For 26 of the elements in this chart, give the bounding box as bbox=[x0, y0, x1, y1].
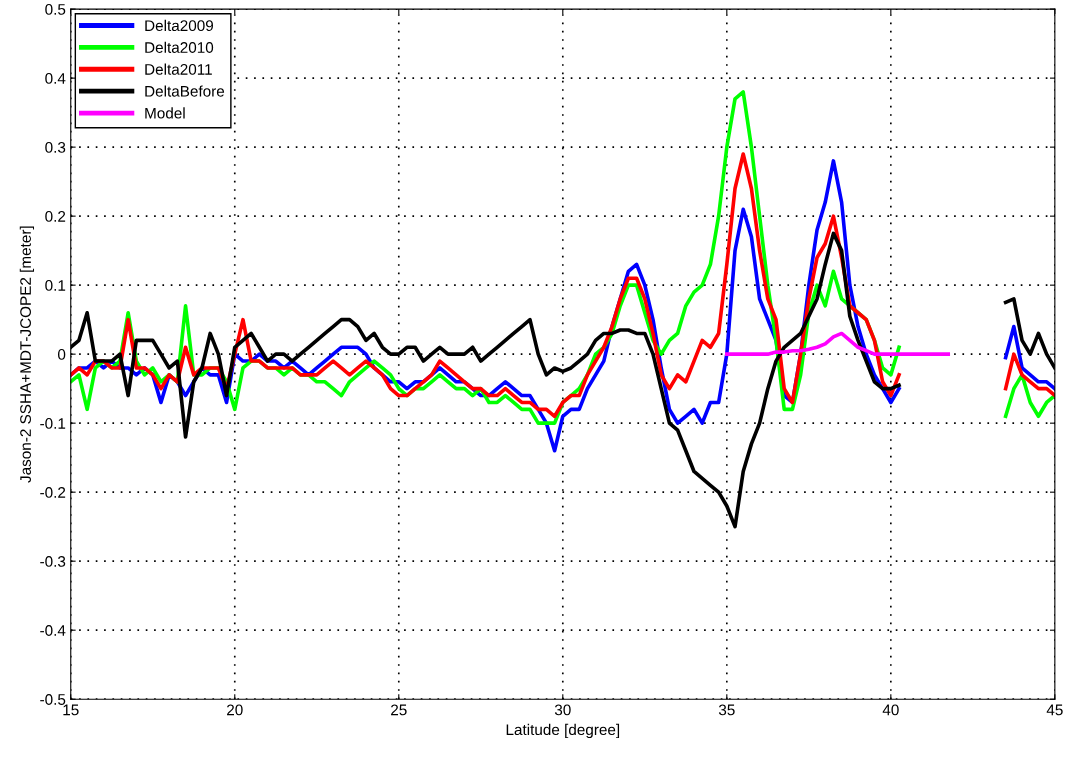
y-tick-label: -0.3 bbox=[40, 556, 66, 567]
y-tick-label: 0.2 bbox=[45, 211, 66, 222]
y-tick-label: 0 bbox=[57, 349, 66, 360]
y-tick-label: -0.5 bbox=[40, 694, 66, 705]
x-axis-title: Latitude [degree] bbox=[506, 723, 620, 739]
legend-label: DeltaBefore bbox=[145, 85, 225, 97]
line-series bbox=[725, 331, 951, 356]
y-tick-label: -0.4 bbox=[40, 625, 66, 636]
legend-label: Delta2010 bbox=[145, 41, 214, 53]
x-tick-label: 25 bbox=[391, 704, 407, 716]
x-tick-label: 35 bbox=[718, 704, 735, 716]
x-tick-label: 15 bbox=[63, 704, 79, 716]
y-axis-title: Jason-2 SSHA+MDT-JCOPE2 [meter] bbox=[19, 226, 35, 483]
y-tick-label: -0.2 bbox=[40, 487, 66, 498]
x-tick-label: 30 bbox=[554, 704, 571, 716]
x-tick-label: 20 bbox=[227, 704, 243, 716]
legend-label: Model bbox=[145, 107, 185, 119]
y-tick-label: 0.3 bbox=[45, 142, 66, 153]
y-tick-label: -0.1 bbox=[40, 418, 66, 429]
x-tick-label: 40 bbox=[882, 704, 899, 716]
legend-label: Delta2009 bbox=[145, 19, 214, 32]
x-tick-label: 45 bbox=[1046, 704, 1063, 716]
y-tick-label: 0.4 bbox=[45, 73, 66, 84]
y-tick-label: 0.1 bbox=[45, 280, 66, 291]
legend-label: Delta2011 bbox=[145, 63, 212, 75]
y-tick-label: 0.5 bbox=[45, 3, 66, 15]
